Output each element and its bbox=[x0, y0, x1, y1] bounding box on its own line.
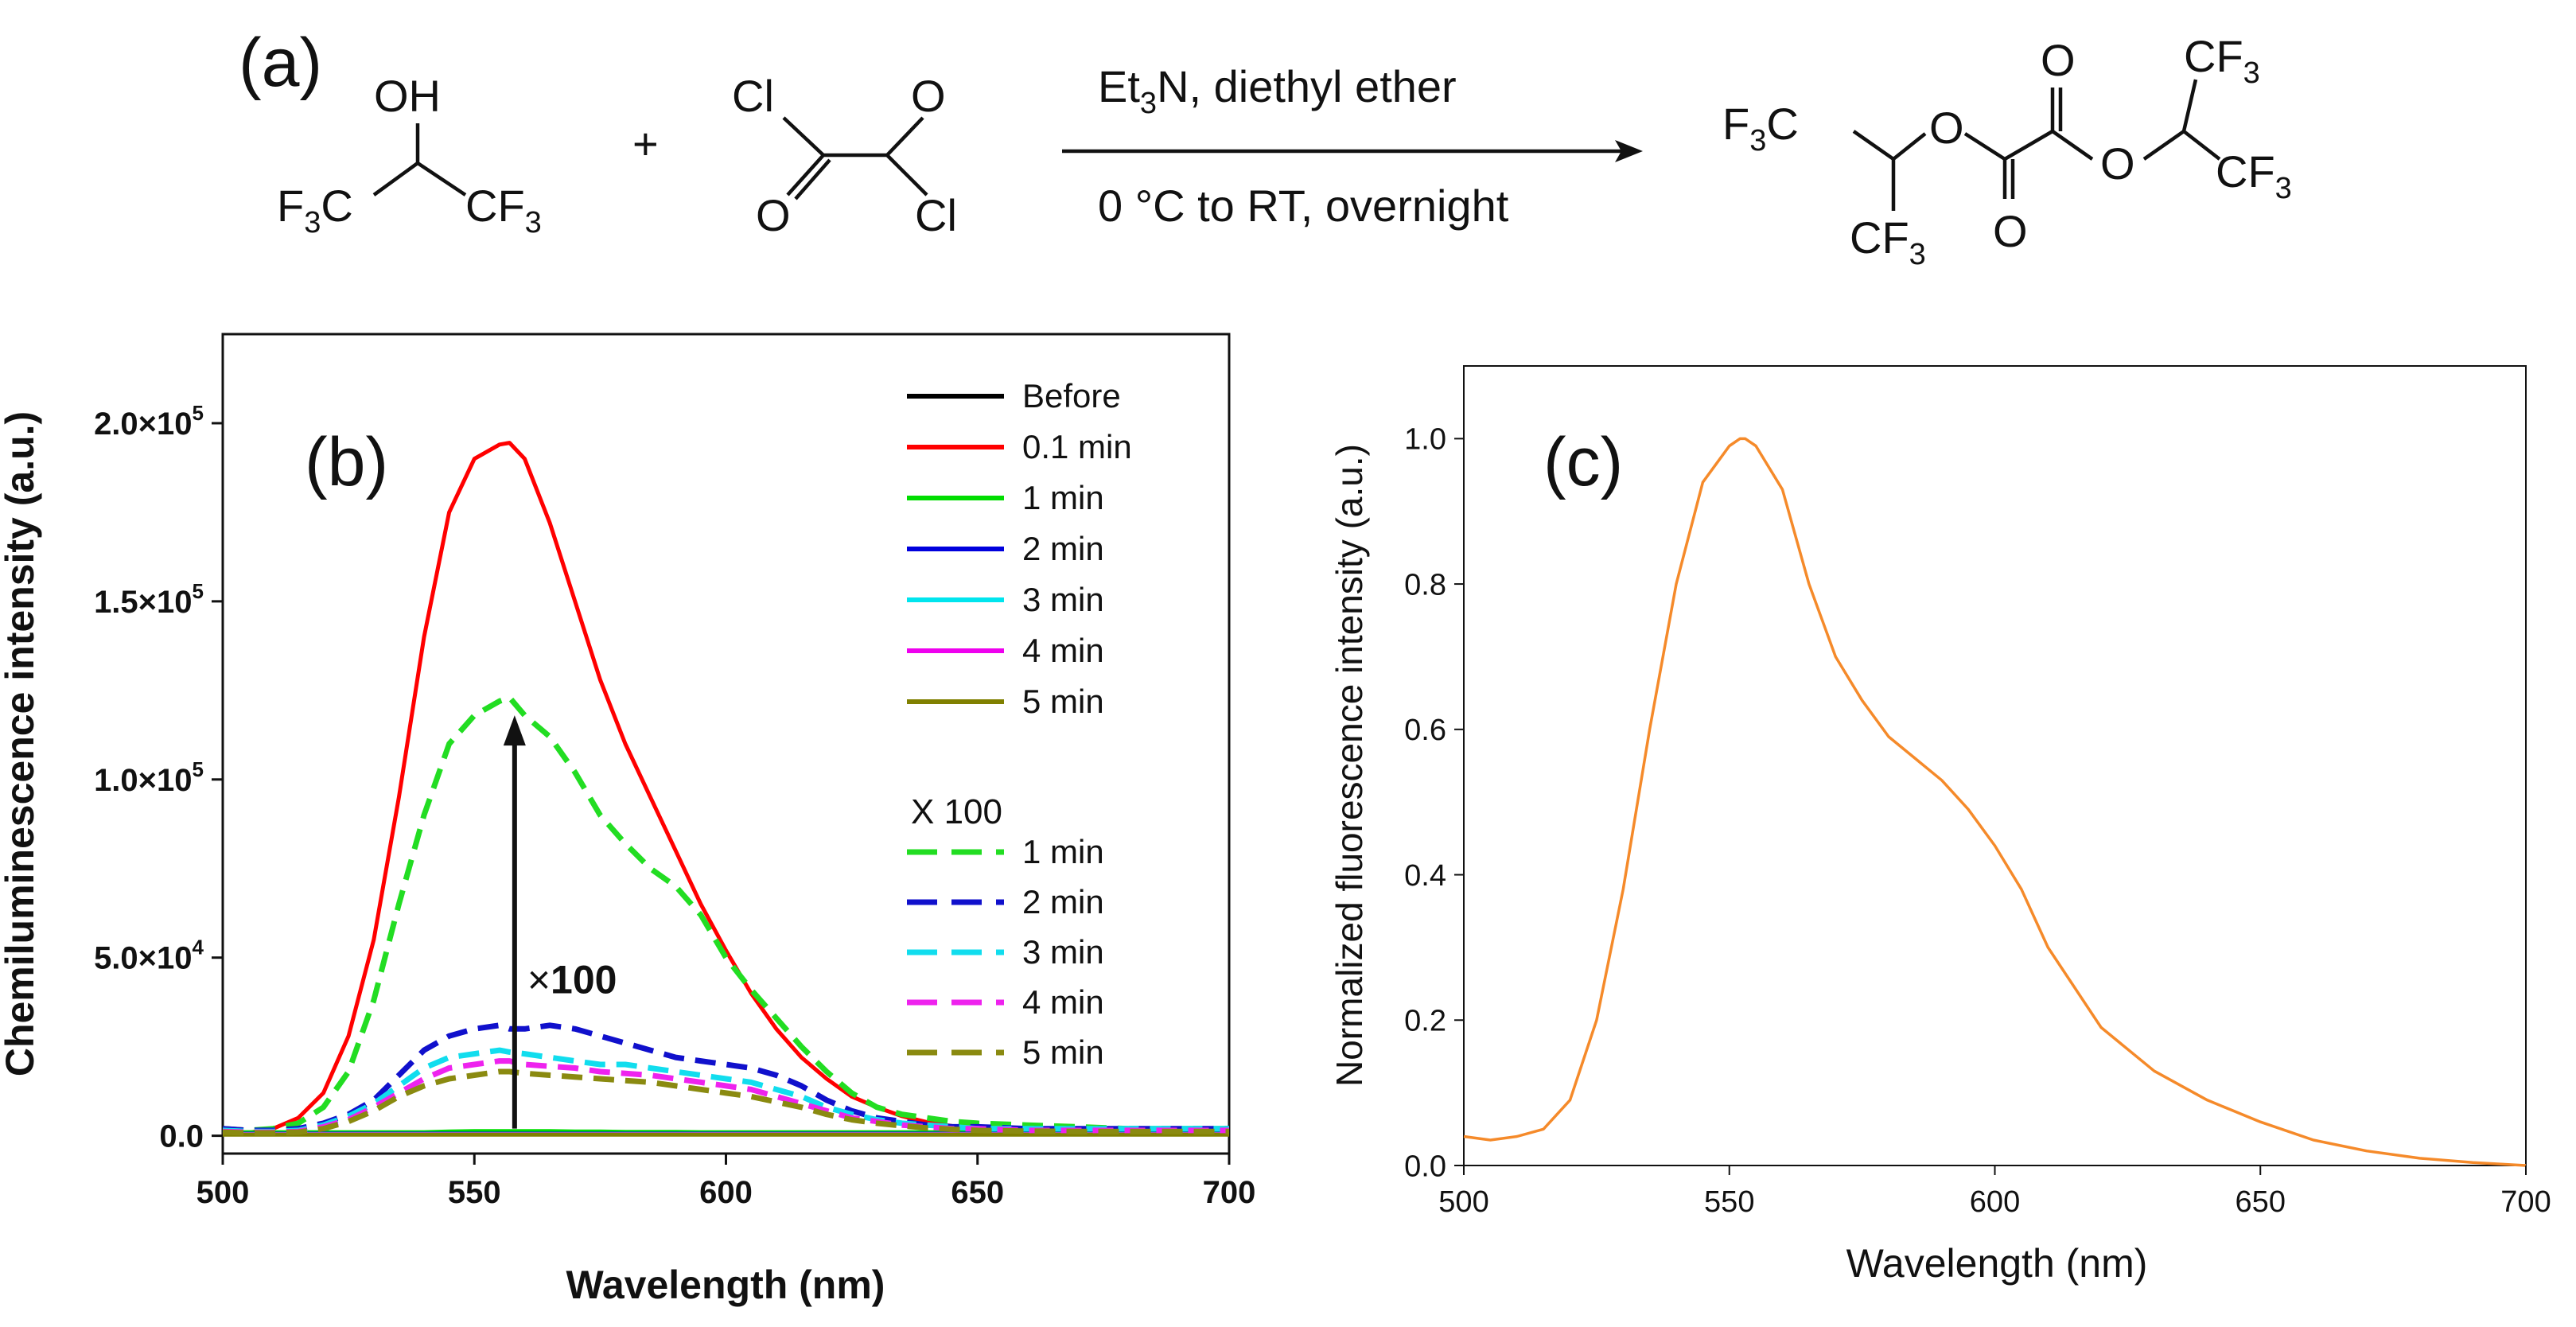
x-tick-label: 600 bbox=[1970, 1185, 2020, 1219]
legend-label: 5 min bbox=[1022, 683, 1104, 720]
product-bonds bbox=[1852, 79, 2221, 211]
x-tick-label: 650 bbox=[951, 1175, 1004, 1210]
panel-label-c: (c) bbox=[1543, 424, 1623, 500]
y-tick-label: 0.4 bbox=[1404, 859, 1446, 893]
x-tick-label: 500 bbox=[197, 1175, 250, 1210]
legend-label: Before bbox=[1022, 377, 1121, 414]
product-oxalate: F3C O O O O CF3 CF3 CF3 bbox=[1722, 31, 2292, 271]
conditions-bottom: 0 °C to RT, overnight bbox=[1098, 181, 1509, 231]
series-line-fluorescence bbox=[1463, 437, 2527, 1167]
y-tick-label: 0.6 bbox=[1404, 714, 1446, 747]
x-tick-label: 500 bbox=[1438, 1185, 1488, 1219]
oh-label: OH bbox=[374, 71, 441, 121]
legend-label: 2 min bbox=[1022, 883, 1104, 920]
y-tick-label: 2.0×105 bbox=[94, 401, 204, 442]
x-axis-title-b: Wavelength (nm) bbox=[566, 1263, 885, 1307]
product-o-carbonyl-top: O bbox=[2041, 35, 2076, 85]
reactant-oxalyl-chloride: Cl O O Cl bbox=[732, 71, 957, 240]
y-axis-title-b: Chemiluminescence intensity (a.u.) bbox=[0, 411, 42, 1076]
x-tick-label: 600 bbox=[699, 1175, 753, 1210]
legend-item: 2 min bbox=[907, 883, 1104, 920]
arrow-head bbox=[1615, 140, 1643, 162]
series-group-b bbox=[222, 441, 1230, 1137]
panel-label-a: (a) bbox=[239, 25, 322, 101]
conditions-top: Et3N, diethyl ether bbox=[1098, 61, 1457, 120]
x-tick-label: 650 bbox=[2236, 1185, 2286, 1219]
legend-label: 3 min bbox=[1022, 581, 1104, 618]
legend-item: Before bbox=[907, 377, 1121, 414]
x-axis-b: 500 550 600 650 700 bbox=[197, 1154, 1256, 1210]
legend-label: 2 min bbox=[1022, 530, 1104, 567]
o-label-2: O bbox=[756, 190, 791, 240]
y-tick-label: 0.2 bbox=[1404, 1005, 1446, 1038]
y-tick-label: 1.5×105 bbox=[94, 579, 204, 620]
y-axis-b: 0.0 5.0×104 1.0×105 1.5×105 2.0×105 bbox=[94, 401, 223, 1154]
x-tick-label: 550 bbox=[448, 1175, 501, 1210]
legend-item: 4 min bbox=[907, 983, 1104, 1021]
plus-sign: + bbox=[632, 119, 659, 169]
x-tick-label: 550 bbox=[1704, 1185, 1754, 1219]
x-axis-title-c: Wavelength (nm) bbox=[1846, 1241, 2148, 1286]
legend-item: 3 min bbox=[907, 581, 1104, 618]
product-cf3-top: CF3 bbox=[2184, 31, 2260, 90]
legend-label: 4 min bbox=[1022, 983, 1104, 1021]
x-tick-label: 700 bbox=[2500, 1185, 2551, 1219]
cl-label-1: Cl bbox=[732, 71, 774, 121]
product-cf3-right: CF3 bbox=[2216, 146, 2292, 205]
annotation-x100: ×100 bbox=[503, 715, 617, 1129]
legend-item: 1 min bbox=[907, 479, 1104, 516]
reaction-arrow: Et3N, diethyl ether 0 °C to RT, overnigh… bbox=[1062, 61, 1643, 231]
legend-label: 3 min bbox=[1022, 933, 1104, 971]
cf3-label: CF3 bbox=[465, 181, 542, 239]
legend-label: 4 min bbox=[1022, 632, 1104, 669]
cl-label-2: Cl bbox=[915, 190, 957, 240]
x-axis-c: 500 550 600 650 700 bbox=[1438, 1166, 2551, 1219]
legend-subtitle: X 100 bbox=[911, 792, 1002, 831]
y-tick-label: 5.0×104 bbox=[94, 936, 204, 976]
legend-label: 1 min bbox=[1022, 833, 1104, 870]
legend-label: 5 min bbox=[1022, 1033, 1104, 1071]
legend-item: 0.1 min bbox=[907, 428, 1132, 465]
y-tick-label: 0.0 bbox=[1404, 1150, 1446, 1183]
chart-chemiluminescence: 500 550 600 650 700 0.0 5.0×104 1.0×105 1.5×105… bbox=[0, 333, 1256, 1307]
legend-item: 5 min bbox=[907, 1033, 1104, 1071]
y-axis-title-c: Normalized fluorescence intensity (a.u.) bbox=[1329, 444, 1370, 1087]
series-line-1-min-x100 bbox=[222, 695, 1229, 1134]
y-tick-label: 1.0 bbox=[1404, 423, 1446, 457]
x-tick-label: 700 bbox=[1203, 1175, 1256, 1210]
legend-item: 3 min bbox=[907, 933, 1104, 971]
product-cf3-bottom: CF3 bbox=[1850, 212, 1926, 271]
panel-label-b: (b) bbox=[305, 424, 388, 500]
legend-b: X 100 Before 0.1 min 1 min 2 min 3 min 4 min 5… bbox=[907, 377, 1132, 1071]
y-tick-label: 0.0 bbox=[159, 1119, 204, 1154]
legend-label: 1 min bbox=[1022, 479, 1104, 516]
legend-item: 5 min bbox=[907, 683, 1104, 720]
hfip-bonds bbox=[372, 123, 467, 197]
legend-item: 4 min bbox=[907, 632, 1104, 669]
product-o-ester-2: O bbox=[2100, 138, 2135, 189]
oxalyl-bonds bbox=[782, 116, 928, 200]
legend-item: 1 min bbox=[907, 833, 1104, 870]
f3c-label: F3C bbox=[277, 181, 353, 239]
o-label-1: O bbox=[911, 71, 946, 121]
reactant-hfip: OH F3C CF3 bbox=[277, 71, 542, 239]
legend-item: 2 min bbox=[907, 530, 1104, 567]
reaction-scheme: (a) OH F3C CF3 + Cl O O Cl Et3N, diethyl… bbox=[239, 25, 2292, 271]
legend-label: 0.1 min bbox=[1022, 428, 1132, 465]
product-f3c-left: F3C bbox=[1722, 99, 1799, 158]
series-line-3-min-x100 bbox=[222, 1047, 1229, 1134]
annotation-label: ×100 bbox=[527, 957, 617, 1002]
y-axis-c: 0.0 0.2 0.4 0.6 0.8 1.0 bbox=[1404, 423, 1464, 1183]
chart-fluorescence: 500 550 600 650 700 0.0 0.2 0.4 0.6 0.8 1.0 (c) W… bbox=[1329, 365, 2551, 1286]
series-line-5-min-x100 bbox=[222, 1068, 1229, 1136]
annotation-arrow-head bbox=[503, 715, 526, 746]
y-tick-label: 0.8 bbox=[1404, 568, 1446, 601]
y-tick-label: 1.0×105 bbox=[94, 757, 204, 798]
product-o-carbonyl-bottom: O bbox=[1993, 206, 2028, 256]
series-group-c bbox=[1463, 437, 2527, 1167]
product-o-ester-1: O bbox=[1929, 103, 1964, 153]
